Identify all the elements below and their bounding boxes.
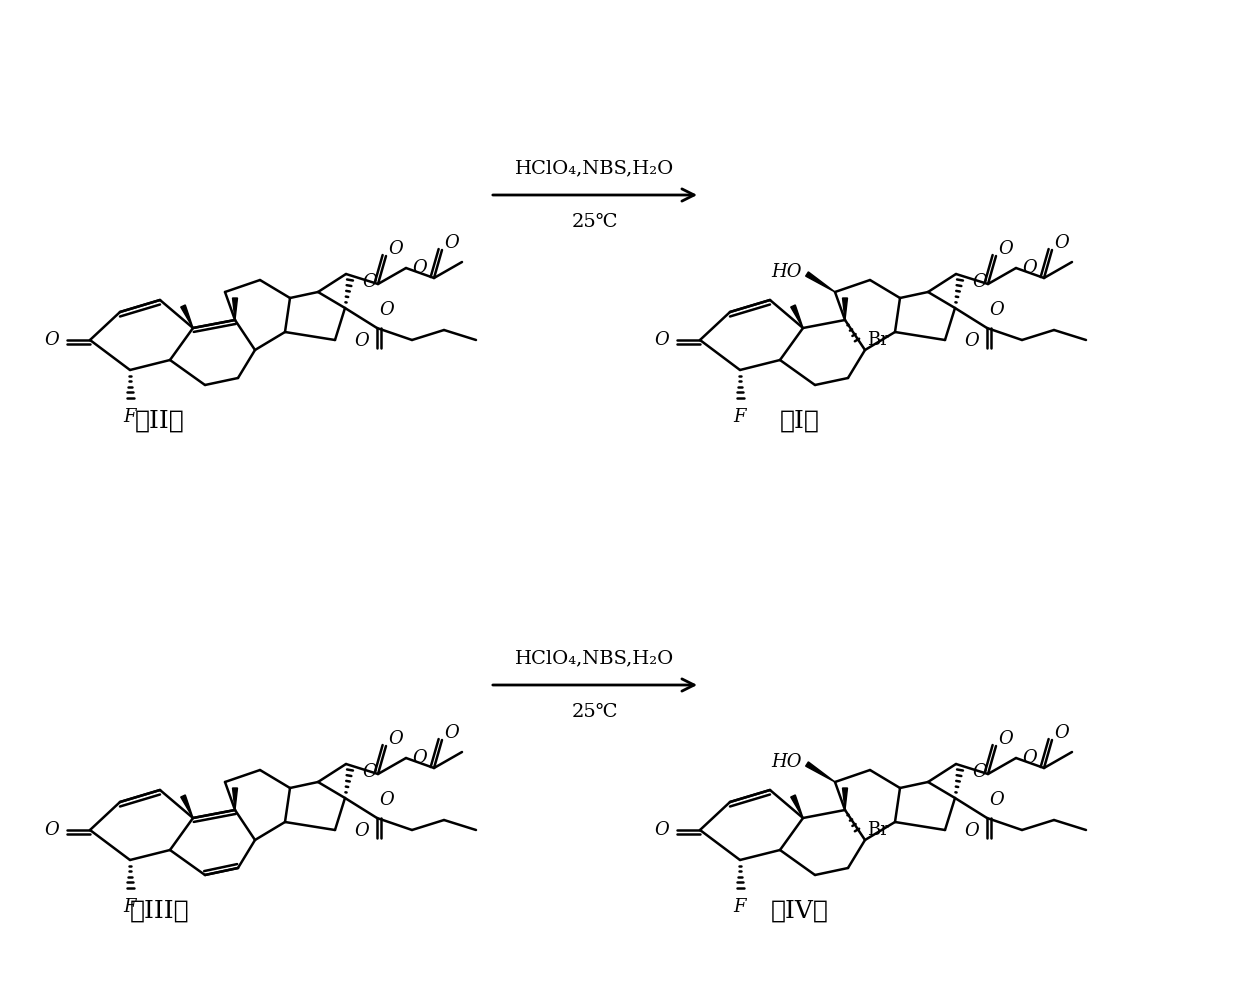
- Polygon shape: [842, 298, 847, 320]
- Text: O: O: [990, 301, 1003, 319]
- Text: Br: Br: [867, 821, 889, 839]
- Text: HClO₄,NBS,H₂O: HClO₄,NBS,H₂O: [516, 649, 675, 667]
- Text: F: F: [734, 898, 746, 916]
- Text: O: O: [379, 301, 394, 319]
- Polygon shape: [791, 795, 804, 818]
- Polygon shape: [806, 762, 835, 782]
- Text: 25℃: 25℃: [572, 703, 619, 721]
- Polygon shape: [181, 795, 193, 818]
- Polygon shape: [806, 272, 835, 292]
- Text: O: O: [1023, 749, 1038, 767]
- Text: O: O: [388, 730, 403, 748]
- Text: HO: HO: [771, 753, 802, 771]
- Text: O: O: [413, 259, 428, 277]
- Text: （III）: （III）: [130, 900, 190, 923]
- Text: （IV）: （IV）: [771, 900, 828, 923]
- Text: O: O: [965, 332, 980, 350]
- Text: O: O: [990, 791, 1003, 809]
- Text: O: O: [655, 821, 670, 839]
- Text: O: O: [413, 749, 428, 767]
- Text: O: O: [355, 332, 370, 350]
- Text: （I）: （I）: [780, 410, 820, 433]
- Polygon shape: [233, 298, 238, 320]
- Text: 25℃: 25℃: [572, 213, 619, 231]
- Text: O: O: [45, 331, 60, 349]
- Polygon shape: [233, 788, 238, 810]
- Text: O: O: [355, 822, 370, 840]
- Text: O: O: [655, 331, 670, 349]
- Text: O: O: [1054, 724, 1069, 742]
- Text: O: O: [388, 240, 403, 258]
- Text: O: O: [1054, 234, 1069, 252]
- Text: F: F: [124, 898, 136, 916]
- Text: O: O: [965, 822, 980, 840]
- Text: O: O: [379, 791, 394, 809]
- Text: F: F: [734, 408, 746, 426]
- Text: O: O: [444, 234, 459, 252]
- Text: O: O: [972, 763, 987, 781]
- Text: O: O: [444, 724, 459, 742]
- Text: F: F: [124, 408, 136, 426]
- Text: O: O: [362, 273, 377, 291]
- Text: Br: Br: [867, 331, 889, 349]
- Text: HO: HO: [771, 263, 802, 281]
- Text: O: O: [998, 730, 1013, 748]
- Text: O: O: [1023, 259, 1038, 277]
- Polygon shape: [181, 305, 193, 328]
- Text: O: O: [362, 763, 377, 781]
- Text: O: O: [998, 240, 1013, 258]
- Polygon shape: [842, 788, 847, 810]
- Text: O: O: [45, 821, 60, 839]
- Polygon shape: [791, 305, 804, 328]
- Text: O: O: [972, 273, 987, 291]
- Text: HClO₄,NBS,H₂O: HClO₄,NBS,H₂O: [516, 159, 675, 177]
- Text: （II）: （II）: [135, 410, 185, 433]
